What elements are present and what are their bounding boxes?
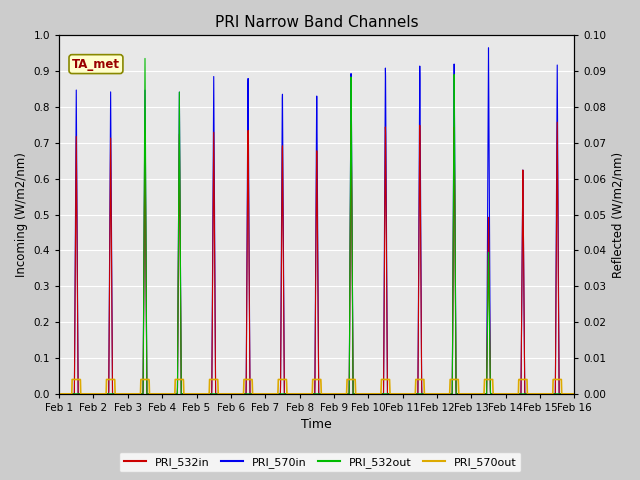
Y-axis label: Reflected (W/m2/nm): Reflected (W/m2/nm) — [612, 152, 625, 277]
X-axis label: Time: Time — [301, 419, 332, 432]
Legend: PRI_532in, PRI_570in, PRI_532out, PRI_570out: PRI_532in, PRI_570in, PRI_532out, PRI_57… — [119, 452, 521, 472]
Y-axis label: Incoming (W/m2/nm): Incoming (W/m2/nm) — [15, 152, 28, 277]
Title: PRI Narrow Band Channels: PRI Narrow Band Channels — [215, 15, 419, 30]
Text: TA_met: TA_met — [72, 58, 120, 71]
